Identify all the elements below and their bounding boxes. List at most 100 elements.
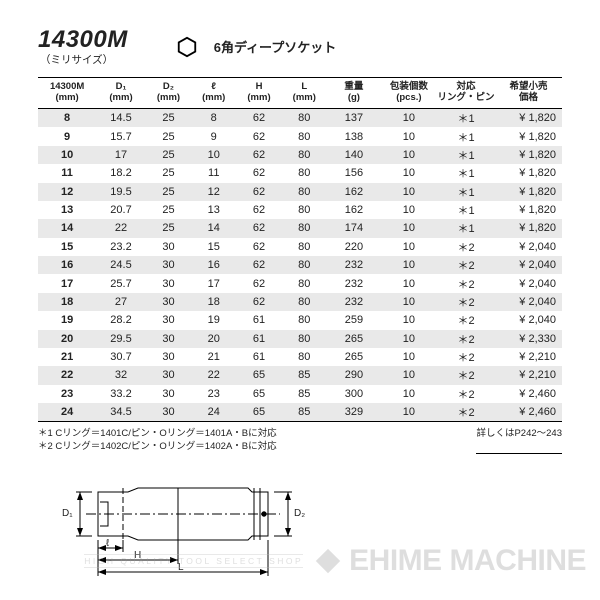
table-cell: 62 (236, 238, 281, 256)
table-cell: ＊2 (437, 256, 495, 274)
table-cell: 16 (38, 256, 96, 274)
table-cell: 138 (327, 127, 381, 145)
table-cell: ＊2 (437, 385, 495, 403)
table-cell: 34.5 (96, 403, 146, 422)
table-cell: 62 (236, 201, 281, 219)
table-cell: 232 (327, 293, 381, 311)
table-cell: 30 (146, 385, 191, 403)
table-cell: 80 (282, 311, 327, 329)
table-cell: 10 (381, 201, 437, 219)
table-cell: 62 (236, 109, 281, 128)
hexagon-icon (176, 36, 198, 58)
table-cell: ＊2 (437, 348, 495, 366)
table-cell: 61 (236, 330, 281, 348)
table-cell: 11 (191, 164, 236, 182)
table-cell: 30 (146, 403, 191, 422)
table-cell: 15 (38, 238, 96, 256)
table-cell: 220 (327, 238, 381, 256)
table-cell: 62 (236, 219, 281, 237)
table-cell: 25 (146, 183, 191, 201)
table-cell: 19 (38, 311, 96, 329)
table-header-cell: 対応リング・ピン (437, 78, 495, 109)
table-cell: ¥ 2,040 (495, 238, 562, 256)
table-cell: 25 (146, 219, 191, 237)
table-cell: 24.5 (96, 256, 146, 274)
table-cell: 65 (236, 366, 281, 384)
table-row: 22323022658529010＊2¥ 2,210 (38, 366, 562, 384)
table-cell: ¥ 1,820 (495, 109, 562, 128)
table-cell: 24 (38, 403, 96, 422)
table-cell: ＊2 (437, 366, 495, 384)
table-header-cell: 包装個数(pcs.) (381, 78, 437, 109)
header: 14300M （ミリサイズ） 6角ディープソケット (38, 26, 562, 67)
table-row: 1725.73017628023210＊2¥ 2,040 (38, 274, 562, 292)
table-cell: ＊2 (437, 330, 495, 348)
table-row: 1219.52512628016210＊1¥ 1,820 (38, 183, 562, 201)
table-cell: 80 (282, 183, 327, 201)
table-header-row: 14300M(mm)D₁(mm)D₂(mm)ℓ(mm)H(mm)L(mm)重量(… (38, 78, 562, 109)
table-cell: ¥ 2,040 (495, 311, 562, 329)
table-row: 2130.73021618026510＊2¥ 2,210 (38, 348, 562, 366)
table-cell: 300 (327, 385, 381, 403)
table-cell: 20.7 (96, 201, 146, 219)
table-cell: 10 (381, 109, 437, 128)
table-cell: 33.2 (96, 385, 146, 403)
table-cell: 80 (282, 330, 327, 348)
dim-label-l: ℓ (106, 538, 109, 549)
table-cell: 28.2 (96, 311, 146, 329)
table-cell: 23 (38, 385, 96, 403)
table-cell: 23.2 (96, 238, 146, 256)
model-subtitle: （ミリサイズ） (40, 52, 128, 67)
table-cell: 14.5 (96, 109, 146, 128)
table-cell: 10 (381, 219, 437, 237)
table-cell: ＊2 (437, 293, 495, 311)
table-cell: 162 (327, 201, 381, 219)
table-cell: 80 (282, 127, 327, 145)
table-cell: 19 (191, 311, 236, 329)
table-row: 10172510628014010＊1¥ 1,820 (38, 146, 562, 164)
table-cell: 290 (327, 366, 381, 384)
table-cell: 30 (146, 256, 191, 274)
table-row: 14222514628017410＊1¥ 1,820 (38, 219, 562, 237)
table-cell: 25.7 (96, 274, 146, 292)
table-row: 2434.53024658532910＊2¥ 2,460 (38, 403, 562, 422)
table-cell: 62 (236, 146, 281, 164)
table-header-cell: H(mm) (236, 78, 281, 109)
table-cell: 80 (282, 109, 327, 128)
table-row: 18273018628023210＊2¥ 2,040 (38, 293, 562, 311)
table-cell: 22 (191, 366, 236, 384)
table-header-cell: D₁(mm) (96, 78, 146, 109)
table-cell: 23 (191, 385, 236, 403)
table-cell: 10 (381, 366, 437, 384)
table-cell: ＊2 (437, 311, 495, 329)
table-cell: 259 (327, 311, 381, 329)
table-cell: 30 (146, 274, 191, 292)
table-cell: 17 (96, 146, 146, 164)
table-cell: ¥ 2,460 (495, 385, 562, 403)
table-cell: ＊1 (437, 127, 495, 145)
table-cell: 80 (282, 219, 327, 237)
table-row: 2029.53020618026510＊2¥ 2,330 (38, 330, 562, 348)
table-cell: ¥ 1,820 (495, 219, 562, 237)
table-cell: 62 (236, 164, 281, 182)
table-cell: ＊1 (437, 219, 495, 237)
table-cell: 62 (236, 127, 281, 145)
table-cell: 85 (282, 403, 327, 422)
table-cell: ¥ 1,820 (495, 164, 562, 182)
table-cell: 8 (191, 109, 236, 128)
footnote-2: ＊2 Cリング＝1402C/ピン・Oリング＝1402A・Bに対応 (38, 441, 277, 454)
table-cell: 30 (146, 348, 191, 366)
table-cell: 80 (282, 274, 327, 292)
table-cell: 80 (282, 164, 327, 182)
table-cell: ＊2 (437, 403, 495, 422)
table-cell: 80 (282, 348, 327, 366)
dim-label-L: L (178, 562, 184, 573)
table-cell: 65 (236, 403, 281, 422)
table-header-cell: 重量(g) (327, 78, 381, 109)
table-cell: 30 (146, 330, 191, 348)
table-cell: 8 (38, 109, 96, 128)
table-cell: 25 (146, 146, 191, 164)
table-cell: 10 (381, 385, 437, 403)
table-header-cell: ℓ(mm) (191, 78, 236, 109)
dim-label-H: H (134, 550, 141, 561)
